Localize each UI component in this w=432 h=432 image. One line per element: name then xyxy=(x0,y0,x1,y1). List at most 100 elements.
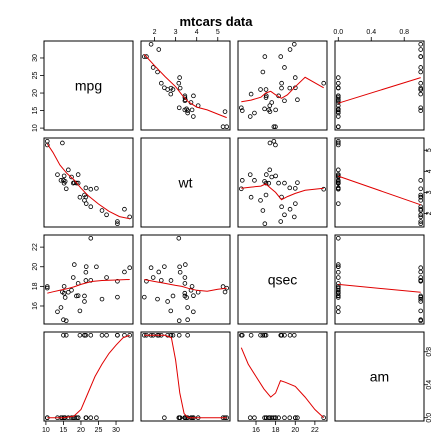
data-point xyxy=(44,285,50,291)
data-point xyxy=(69,174,74,180)
panel-frame xyxy=(140,40,231,131)
data-point xyxy=(220,284,226,289)
data-point xyxy=(335,138,341,144)
data-point xyxy=(263,192,269,198)
data-point xyxy=(177,85,183,91)
data-point xyxy=(83,185,89,191)
data-point xyxy=(321,415,327,421)
data-point xyxy=(239,178,245,183)
x-tick-label: 20 xyxy=(291,427,299,432)
x-tick-label: 0.0 xyxy=(333,29,343,36)
data-point xyxy=(335,264,341,269)
data-point xyxy=(55,309,60,315)
data-point xyxy=(418,317,424,323)
y-tick-label: 25 xyxy=(32,72,39,80)
data-point xyxy=(94,415,99,421)
data-point xyxy=(269,100,275,105)
data-point xyxy=(63,332,69,338)
data-point xyxy=(220,124,226,130)
data-point xyxy=(74,415,79,421)
data-point xyxy=(148,41,154,47)
data-point xyxy=(418,186,424,192)
x-tick-label: 30 xyxy=(112,427,120,432)
data-point xyxy=(276,180,281,186)
data-point xyxy=(335,201,341,206)
data-point xyxy=(162,415,167,421)
data-point xyxy=(271,138,277,144)
data-point xyxy=(168,278,174,283)
data-point xyxy=(155,296,160,302)
data-point xyxy=(335,95,341,100)
lowess-smoother-line xyxy=(338,175,421,206)
y-tick-label: 18 xyxy=(32,282,39,290)
data-point xyxy=(182,415,188,421)
lowess-smoother-line xyxy=(47,334,130,419)
x-tick-label: 18 xyxy=(272,427,280,432)
data-point xyxy=(183,262,188,267)
data-point xyxy=(418,192,424,198)
panel-qsec-vs-wt xyxy=(140,234,231,325)
data-point xyxy=(418,91,424,97)
data-point xyxy=(278,54,284,59)
data-point xyxy=(170,293,176,299)
data-point xyxy=(264,415,269,421)
data-point xyxy=(267,103,273,108)
y-tick-label: 15 xyxy=(32,107,39,115)
data-point xyxy=(182,275,188,280)
data-point xyxy=(144,54,149,59)
data-point xyxy=(418,299,424,304)
data-point xyxy=(335,140,341,146)
data-point xyxy=(418,212,424,218)
x-tick-label: 0.4 xyxy=(366,29,376,36)
data-point xyxy=(252,178,257,183)
data-point xyxy=(335,269,341,275)
data-point xyxy=(238,186,244,192)
data-point xyxy=(74,180,79,186)
x-tick-label: 25 xyxy=(95,427,103,432)
data-point xyxy=(63,318,69,324)
panel-qsec-vs-mpg xyxy=(43,234,134,325)
data-point xyxy=(295,415,300,421)
data-point xyxy=(224,124,230,130)
data-point xyxy=(44,138,50,144)
data-point xyxy=(258,198,263,203)
data-point xyxy=(335,109,341,114)
panel-frame xyxy=(140,234,231,325)
data-point xyxy=(189,107,195,113)
data-point xyxy=(258,332,263,338)
data-point xyxy=(273,415,278,421)
data-point xyxy=(144,278,149,284)
data-point xyxy=(247,114,253,119)
panel-am-vs-wt xyxy=(140,331,231,422)
data-point xyxy=(293,201,298,206)
variable-label-qsec: qsec xyxy=(268,272,298,288)
data-point xyxy=(269,174,275,180)
panel-frame xyxy=(43,40,134,131)
data-point xyxy=(77,194,83,200)
data-point xyxy=(185,108,190,113)
data-point xyxy=(292,75,298,80)
panel-frame xyxy=(43,234,134,325)
data-point xyxy=(321,186,327,192)
data-point xyxy=(248,194,254,200)
data-point xyxy=(176,332,182,338)
panel-frame xyxy=(140,331,231,422)
data-point xyxy=(248,91,254,97)
data-point xyxy=(185,332,190,338)
data-point xyxy=(335,309,341,315)
data-point xyxy=(191,293,196,298)
x-tick-label: 10 xyxy=(42,427,50,432)
x-tick-label: 20 xyxy=(77,427,85,432)
data-point xyxy=(418,47,424,52)
data-point xyxy=(335,295,341,300)
data-point xyxy=(418,194,424,200)
data-point xyxy=(182,95,188,100)
data-point xyxy=(162,264,167,269)
data-point xyxy=(248,332,254,338)
x-tick-label: 22 xyxy=(311,427,319,432)
data-point xyxy=(418,219,424,224)
data-point xyxy=(156,47,162,52)
data-point xyxy=(177,269,183,275)
panel-grid: mpg wt qsec am 10 15 20 25 30 10 15 20 25 30 2 3 4 5 2 3 4 5 1… xyxy=(32,29,432,432)
